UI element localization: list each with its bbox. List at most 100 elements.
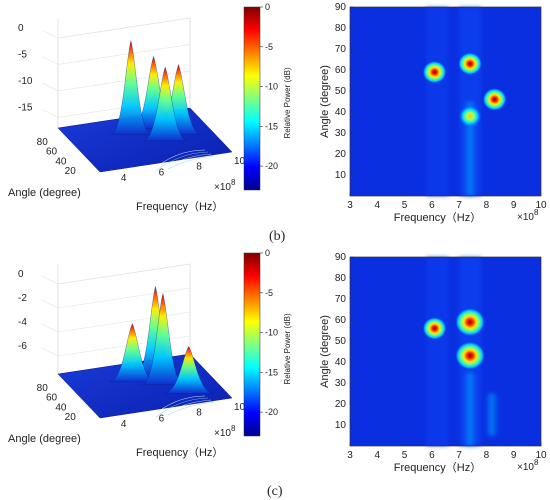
z-gridline (57, 263, 191, 285)
z-gridline (57, 44, 191, 65)
z-tick-label: -2 (18, 293, 27, 304)
z-tick-label: -5 (18, 49, 27, 60)
y-tick-label: 30 (335, 378, 347, 389)
contour-line (149, 395, 206, 419)
x-tick-label: 7 (456, 450, 462, 461)
x-tick-label: 8 (484, 200, 490, 211)
z-tick-label: -6 (18, 341, 27, 352)
y-tick-label: 20 (335, 399, 347, 410)
z-gridline (57, 17, 191, 39)
colorbar-label: Relative Power (dB) (283, 313, 292, 384)
surface-peak (109, 323, 156, 382)
angle-tick-label: 80 (37, 383, 49, 394)
contour-line (167, 155, 215, 170)
x-tick-label: 5 (402, 450, 408, 461)
contour-line (161, 399, 212, 417)
colorbar-tick-label: -5 (265, 288, 273, 298)
y-tick-label: 10 (335, 420, 347, 431)
y-tick-label: 60 (335, 315, 347, 326)
contour-line (149, 149, 206, 173)
z-tick-label: -15 (18, 102, 33, 113)
x-tick-label: 4 (375, 200, 381, 211)
heatmap-peak (455, 307, 486, 337)
y-axis-label: Angle (degree) (319, 65, 331, 138)
heatmap-chart-b: 3 4 5 6 7 8 9 10 10 20 30 40 50 60 70 80 90 Frequency（Hz）… (319, 2, 547, 224)
z-gridline-side (41, 323, 59, 333)
heatmap-peak (482, 88, 507, 111)
x-tick-label: 7 (456, 200, 462, 211)
y-tick-label: 80 (335, 23, 347, 34)
y-tick-label: 40 (335, 357, 347, 368)
heatmap-frame (349, 6, 542, 197)
freq-exponent: ×108 (214, 424, 236, 439)
colorbar-tick-label: -10 (265, 328, 278, 338)
colorbar-tick-label: -20 (265, 407, 278, 417)
z-tick-label: 0 (18, 23, 24, 34)
heatmap-band (426, 7, 449, 196)
heatmap-peak (455, 341, 486, 370)
y-axis-label: Angle (degree) (319, 315, 331, 388)
y-tick-label: 40 (335, 107, 347, 118)
freq-exponent-power: 8 (231, 178, 236, 187)
heatmap-peak (422, 60, 447, 84)
y-tick-label: 80 (335, 273, 347, 284)
contour-line (173, 157, 218, 169)
colorbar-tick-label: 0 (265, 2, 270, 12)
z-gridline-side (41, 29, 59, 39)
x-exponent-power: 8 (534, 208, 539, 217)
freq-axis-label: Frequency（Hz） (136, 446, 223, 459)
angle-tick-label: 60 (46, 147, 58, 158)
freq-tick-label: 6 (159, 167, 165, 178)
angle-tick-label: 20 (65, 412, 77, 423)
heatmap-peak (422, 317, 447, 340)
x-axis-label: Frequency（Hz） (394, 211, 481, 224)
z-gridline-side (41, 299, 59, 309)
x-tick-label: 4 (375, 450, 381, 461)
freq-tick-label: 8 (196, 408, 202, 419)
freq-tick-label: 8 (196, 162, 202, 173)
z-gridline (57, 70, 191, 92)
x-tick-label: 9 (511, 450, 517, 461)
z-tick-label: -10 (18, 76, 33, 87)
y-tick-label: 70 (335, 294, 347, 305)
heatmap-chart-c: 3 4 5 6 7 8 9 10 10 20 30 40 50 60 70 80 90 Frequency（Hz）… (319, 252, 547, 474)
x-exponent: ×108 (517, 208, 539, 223)
heatmap-peak (458, 52, 483, 76)
x-tick-label: 3 (347, 200, 353, 211)
freq-tick-label: 10 (234, 156, 246, 167)
x-tick-label: 5 (402, 200, 408, 211)
y-tick-label: 30 (335, 128, 347, 139)
x-tick-label: 8 (484, 450, 490, 461)
colorbar (243, 252, 261, 437)
z-tick-label: 0 (18, 269, 24, 280)
heatmap-frame (349, 256, 542, 447)
y-tick-label: 90 (335, 252, 347, 263)
panel-label-c: (c) (267, 484, 283, 499)
freq-tick-label: 6 (159, 413, 165, 424)
contour-line (167, 401, 215, 416)
angle-tick-label: 40 (55, 402, 67, 413)
surface-peak (110, 40, 151, 135)
freq-tick-label: 4 (121, 173, 127, 184)
y-tick-label: 50 (335, 86, 347, 97)
z-gridline-side (41, 56, 59, 65)
colorbar-tick-label: 0 (265, 248, 270, 258)
y-tick-label: 20 (335, 149, 347, 160)
colorbar-tick-label: -15 (265, 121, 278, 131)
z-gridline-side (41, 109, 59, 118)
heatmap-peak (458, 104, 483, 128)
x-tick-label: 9 (511, 200, 517, 211)
colorbar-tick-label: -5 (265, 42, 273, 52)
z-gridline (57, 311, 191, 333)
angle-tick-label: 60 (46, 393, 58, 404)
y-tick-label: 90 (335, 2, 347, 13)
heatmap-ridge (462, 372, 479, 446)
colorbar-tick-label: -15 (265, 367, 278, 377)
freq-tick-label: 10 (234, 402, 246, 413)
colorbar (243, 6, 261, 191)
z-gridline (57, 287, 191, 309)
contour-line (173, 403, 218, 415)
x-exponent: ×108 (517, 458, 539, 473)
